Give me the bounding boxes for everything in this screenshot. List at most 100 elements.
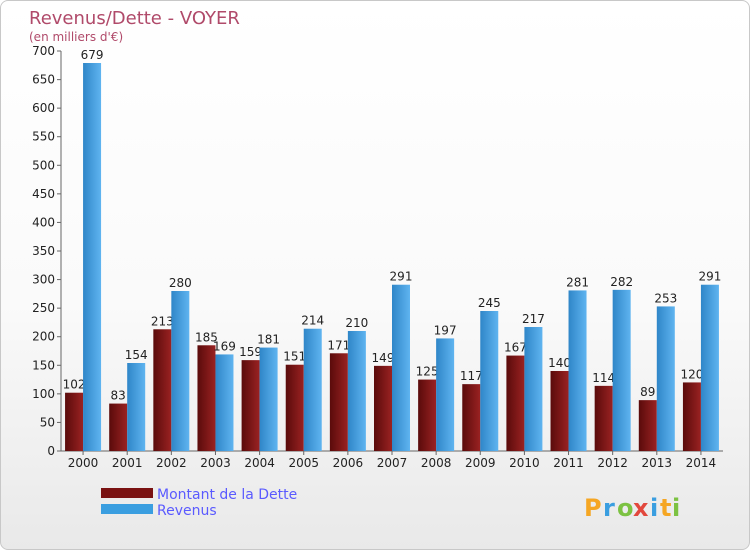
logo-letter: t	[660, 494, 671, 522]
bar-revenus	[612, 289, 631, 451]
bar-dette	[285, 364, 304, 451]
data-label-dette: 117	[460, 369, 483, 383]
data-label-revenus: 214	[301, 314, 324, 328]
data-label-revenus: 253	[654, 291, 677, 305]
data-label-dette: 151	[283, 350, 306, 364]
data-label-dette: 167	[504, 341, 527, 355]
data-label-revenus: 291	[390, 270, 413, 284]
bar-dette	[594, 385, 613, 451]
data-label-revenus: 280	[169, 276, 192, 290]
bar-dette	[550, 371, 569, 451]
data-label-dette: 213	[151, 314, 174, 328]
data-label-dette: 89	[640, 385, 655, 399]
data-label-dette: 185	[195, 330, 218, 344]
data-label-revenus: 169	[213, 339, 236, 353]
data-label-revenus: 197	[434, 323, 457, 337]
legend: Montant de la Dette Revenus	[101, 487, 297, 519]
bar-dette	[462, 384, 481, 451]
data-label-revenus: 291	[698, 270, 721, 284]
logo-letter: x	[633, 494, 649, 522]
x-tick-label: 2012	[597, 456, 628, 470]
x-tick-label: 2010	[509, 456, 540, 470]
bar-dette	[241, 360, 260, 451]
data-label-dette: 120	[680, 367, 703, 381]
data-label-revenus: 210	[345, 316, 368, 330]
data-label-revenus: 282	[610, 275, 633, 289]
chart-subtitle: (en milliers d'€)	[29, 30, 123, 44]
x-tick-label: 2004	[244, 456, 275, 470]
data-label-revenus: 181	[257, 333, 280, 347]
data-label-dette: 102	[63, 378, 86, 392]
bar-revenus	[480, 311, 499, 451]
y-tick-label: 0	[47, 444, 55, 458]
chart-title: Revenus/Dette - VOYER	[29, 8, 240, 29]
bar-revenus	[259, 347, 278, 451]
data-label-revenus: 217	[522, 312, 545, 326]
logo-letter: i	[672, 494, 680, 522]
x-tick-label: 2011	[553, 456, 584, 470]
bar-revenus	[436, 338, 455, 451]
x-tick-label: 2013	[642, 456, 673, 470]
y-tick-label: 350	[32, 244, 55, 258]
y-tick-label: 650	[32, 73, 55, 87]
axes: 0 50 100 150 200 250 300 350 400 450 500 550 600 650 7…	[32, 44, 723, 470]
y-tick-label: 700	[32, 44, 55, 58]
y-tick-label: 200	[32, 330, 55, 344]
bar-dette	[109, 403, 128, 451]
y-tick-label: 400	[32, 215, 55, 229]
data-label-revenus: 245	[478, 296, 501, 310]
data-label-dette: 149	[372, 351, 395, 365]
data-label-dette: 171	[327, 338, 350, 352]
legend-swatch-revenus	[101, 504, 153, 514]
y-tick-label: 550	[32, 130, 55, 144]
data-label-dette: 140	[548, 356, 571, 370]
bar-revenus	[171, 291, 190, 451]
legend-swatch-dette	[101, 488, 153, 498]
bar-revenus	[392, 284, 410, 451]
y-tick-label: 250	[32, 301, 55, 315]
bar-revenus	[347, 331, 366, 451]
bar-revenus	[83, 63, 102, 451]
bar-revenus	[524, 327, 543, 451]
x-tick-label: 2007	[377, 456, 408, 470]
bar-revenus	[215, 354, 234, 451]
data-label-dette: 125	[416, 365, 439, 379]
x-tick-label: 2000	[68, 456, 99, 470]
x-tick-label: 2008	[421, 456, 452, 470]
data-label-dette: 114	[592, 371, 615, 385]
data-label-dette: 83	[111, 389, 126, 403]
bar-dette	[638, 400, 657, 451]
x-tick-label: 2003	[200, 456, 231, 470]
data-label-revenus: 154	[125, 348, 148, 362]
bar-dette	[65, 392, 84, 451]
data-label-revenus: 281	[566, 275, 589, 289]
y-tick-label: 100	[32, 387, 55, 401]
logo-letter: o	[617, 494, 634, 522]
logo-letter: i	[650, 494, 658, 522]
data-label-revenus: 679	[81, 48, 104, 62]
bar-revenus	[303, 328, 322, 451]
logo-letter: P	[584, 494, 602, 522]
bar-revenus	[700, 284, 719, 451]
bar-revenus	[127, 363, 146, 451]
x-tick-label: 2005	[288, 456, 319, 470]
y-tick-label: 150	[32, 358, 55, 372]
bar-dette	[329, 353, 348, 451]
x-tick-label: 2009	[465, 456, 496, 470]
x-tick-label: 2006	[333, 456, 364, 470]
legend-label-dette: Montant de la Dette	[157, 487, 297, 503]
logo-letter: r	[603, 494, 615, 522]
x-tick-label: 2001	[112, 456, 143, 470]
y-tick-label: 50	[40, 415, 55, 429]
y-tick-label: 300	[32, 273, 55, 287]
y-tick-label: 450	[32, 187, 55, 201]
bar-dette	[374, 365, 392, 451]
x-tick-label: 2014	[686, 456, 717, 470]
y-tick-label: 600	[32, 101, 55, 115]
bar-dette	[197, 345, 216, 451]
bar-revenus	[656, 306, 675, 451]
bar-dette	[153, 329, 172, 451]
bar-dette	[506, 355, 525, 451]
